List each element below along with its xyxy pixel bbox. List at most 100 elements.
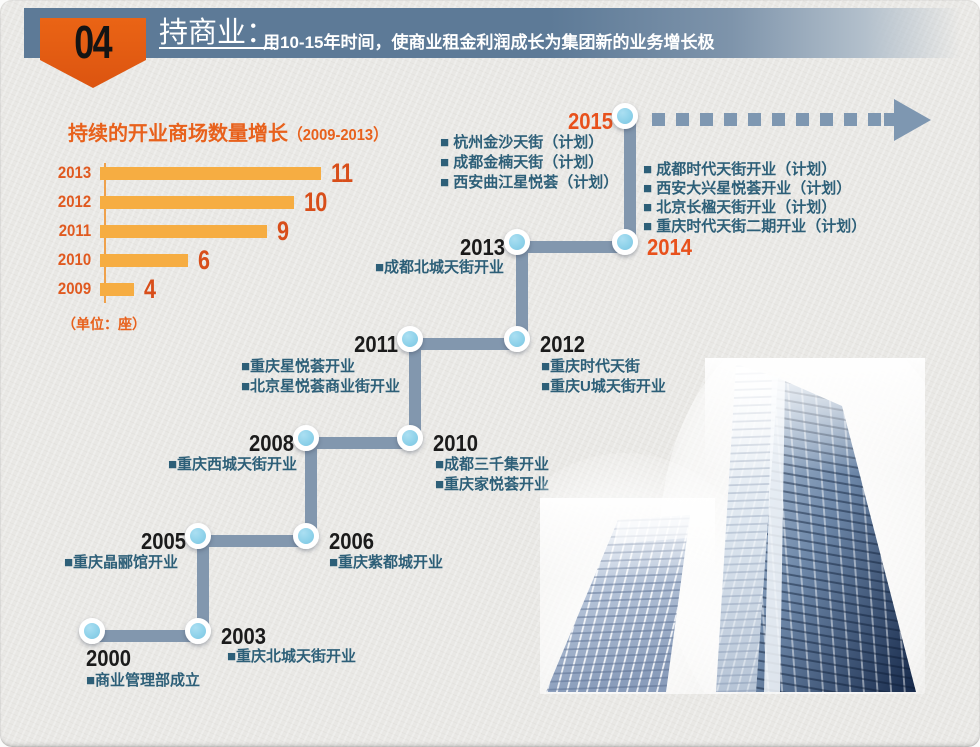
chart-bar (100, 253, 188, 267)
chart-bar-row: 2011 9 (0, 216, 291, 246)
chart-title: 持续的开业商场数量增长（2009-2013） (68, 117, 397, 146)
chart-bar-row: 2010 6 (0, 245, 212, 275)
timeline-year-label: 2011 (354, 331, 398, 357)
timeline-item: ■ 北京长楹天街开业（计划） (643, 199, 837, 216)
timeline-items: ■重庆晶郦馆开业 (64, 553, 178, 573)
timeline-connector (203, 535, 311, 547)
timeline-year-label: 2015 (567, 108, 613, 134)
timeline-node (612, 103, 638, 129)
timeline-item: ■ 成都时代天街开业（计划） (643, 161, 837, 178)
timeline-node (612, 229, 638, 255)
timeline-item: ■重庆北城天街开业 (227, 648, 357, 665)
timeline-item: ■重庆晶郦馆开业 (64, 554, 179, 571)
timeline-connector (311, 437, 415, 449)
page-subtitle: 用10-15年时间，使商业租金利润成长为集团新的业务增长极 (263, 33, 715, 52)
chart-year-label: 2013 (57, 163, 92, 182)
chart-bar-row: 2009 4 (0, 276, 158, 303)
section-number-badge: 04 (40, 18, 146, 88)
chart-bar (100, 224, 267, 238)
future-arrow-dash (652, 113, 665, 126)
chart-bar-row: 2012 10 (0, 187, 332, 217)
timeline-year-label: 2000 (86, 645, 132, 671)
chart-title-main: 持续的开业商场数量增长 (68, 123, 288, 145)
timeline-connector (624, 121, 636, 247)
header-bar (24, 8, 980, 58)
timeline-year-label: 2008 (248, 430, 294, 456)
chart-bar-row: 2013 11 (0, 158, 358, 188)
timeline-node (185, 618, 211, 644)
timeline-node (185, 523, 211, 549)
timeline-item: ■重庆时代天街 (541, 358, 641, 375)
timeline-item: ■商业管理部成立 (86, 672, 201, 689)
timeline-node (504, 229, 530, 255)
buildings-photo (485, 318, 970, 747)
timeline-year-label: 2013 (459, 234, 505, 260)
chart-year-label: 2009 (57, 279, 92, 298)
timeline-connector (415, 338, 522, 350)
timeline-year-label: 2006 (329, 528, 375, 554)
chart-value-label: 11 (331, 158, 353, 188)
chart-bar (100, 282, 134, 296)
timeline-item: ■重庆家悦荟开业 (435, 476, 550, 493)
timeline-year-label: 2010 (433, 430, 479, 456)
future-arrow-dash (700, 113, 713, 126)
chart-title-range: （2009-2013） (288, 127, 388, 144)
timeline-item: ■重庆U城天街开业 (541, 378, 666, 395)
timeline-item: ■重庆紫都城开业 (329, 554, 444, 571)
timeline-items: ■重庆紫都城开业 (329, 553, 443, 573)
timeline-item: ■北京星悦荟商业街开业 (241, 378, 401, 395)
timeline-items: ■重庆西城天街开业 (168, 455, 297, 475)
timeline-items: ■ 杭州金沙天街（计划） ■ 成都金楠天街（计划） ■ 西安曲江星悦荟（计划） (440, 133, 618, 193)
chart-value-label: 10 (304, 187, 327, 217)
chart-value-label: 6 (198, 245, 210, 275)
timeline-items: ■重庆时代天街 ■重庆U城天街开业 (541, 357, 666, 397)
timeline-node (293, 523, 319, 549)
timeline-node (504, 326, 530, 352)
future-arrow-dash (796, 113, 809, 126)
timeline-items: ■商业管理部成立 (86, 671, 200, 691)
future-arrow-dash (748, 113, 761, 126)
chart-value-label: 9 (277, 216, 289, 246)
chart-unit-note: （单位：座） (62, 316, 146, 332)
skyscrapers-illustration (485, 318, 970, 747)
future-arrow-stub (884, 113, 896, 126)
timeline-item: ■重庆西城天街开业 (168, 456, 298, 473)
future-arrow-dash (868, 113, 881, 126)
timeline-connector (197, 541, 209, 636)
chart-bar (100, 166, 321, 180)
timeline-node (293, 425, 319, 451)
timeline-year-label: 2012 (540, 331, 586, 357)
chart-year-label: 2012 (57, 192, 92, 211)
timeline-connector (97, 630, 203, 642)
timeline-items: ■重庆北城天街开业 (227, 647, 356, 667)
timeline-year-label: 2014 (647, 234, 693, 260)
timeline-connector (522, 241, 630, 253)
right-tower (705, 358, 930, 692)
timeline-item: ■ 重庆时代天街二期开业（计划） (643, 218, 867, 235)
timeline-items: ■ 成都时代天街开业（计划） ■ 西安大兴星悦荟开业（计划） ■ 北京长楹天街开业（… (643, 160, 866, 236)
chart-year-label: 2010 (57, 250, 92, 269)
timeline-item: ■ 成都金楠天街（计划） (440, 154, 604, 171)
future-arrow-head (894, 99, 931, 141)
timeline-item: ■成都三千集开业 (435, 456, 550, 473)
future-arrow-dash (772, 113, 785, 126)
future-arrow-dash (820, 113, 833, 126)
future-arrow-dash (724, 113, 737, 126)
left-tower (540, 498, 715, 692)
timeline-connector (516, 247, 528, 344)
timeline-node (397, 425, 423, 451)
timeline-item: ■成都北城天街开业 (375, 259, 505, 276)
timeline-year-label: 2005 (140, 528, 186, 554)
timeline-items: ■成都三千集开业 ■重庆家悦荟开业 (435, 455, 549, 495)
timeline-connector (409, 344, 421, 443)
chart-year-label: 2011 (58, 221, 92, 240)
timeline-item: ■重庆星悦荟开业 (241, 358, 356, 375)
timeline-item: ■ 杭州金沙天街（计划） (440, 134, 604, 151)
chart-bar (100, 195, 294, 209)
timeline-items: ■成都北城天街开业 (375, 258, 504, 278)
future-arrow-dash (844, 113, 857, 126)
page-title: 持商业： (159, 17, 276, 49)
timeline-node (79, 618, 105, 644)
